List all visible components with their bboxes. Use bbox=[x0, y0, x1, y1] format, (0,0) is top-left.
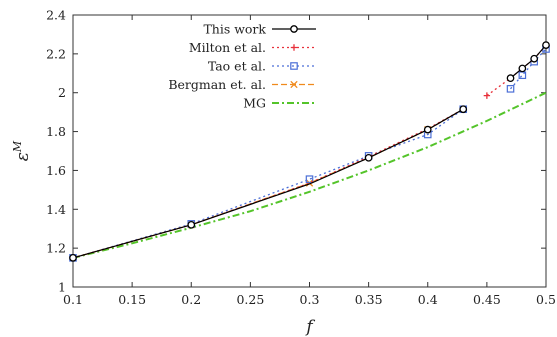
series-line bbox=[72, 108, 464, 259]
series-line bbox=[510, 44, 547, 79]
legend-entry-label: Tao et al. bbox=[208, 59, 266, 74]
x-tick-label: 0.2 bbox=[181, 292, 201, 307]
plot-border bbox=[72, 14, 547, 288]
y-tick-label: 1.4 bbox=[46, 202, 66, 217]
legend-entry-label: This work bbox=[203, 22, 266, 37]
x-tick-label: 0.1 bbox=[63, 292, 83, 307]
x-tick-label: 0.35 bbox=[355, 292, 383, 307]
y-tick-label: 2 bbox=[58, 85, 66, 100]
data-point bbox=[290, 44, 298, 51]
y-tick-label: 2.4 bbox=[46, 8, 66, 23]
data-point bbox=[459, 105, 468, 114]
data-point bbox=[364, 153, 373, 162]
series-line bbox=[72, 108, 464, 259]
y-tick-label: 1 bbox=[58, 280, 66, 295]
series-line bbox=[72, 91, 547, 259]
plot-frame bbox=[72, 14, 547, 288]
x-tick-label: 0.25 bbox=[236, 292, 264, 307]
data-point bbox=[518, 64, 527, 73]
legend-entry-label: Bergman et. al. bbox=[168, 77, 266, 92]
x-tick-label: 0.4 bbox=[418, 292, 438, 307]
y-tick-label: 1.8 bbox=[46, 124, 66, 139]
series-mg bbox=[72, 91, 547, 259]
series-line bbox=[510, 48, 547, 90]
x-tick-label: 0.5 bbox=[536, 292, 556, 307]
y-tick-label: 2.2 bbox=[46, 46, 66, 61]
series-bergman-et-al bbox=[69, 105, 467, 262]
series-line bbox=[486, 44, 547, 97]
data-point bbox=[423, 125, 432, 134]
x-tick-label: 0.45 bbox=[473, 292, 501, 307]
x-tick-label: 0.3 bbox=[300, 292, 320, 307]
y-tick-label: 1.6 bbox=[46, 163, 66, 178]
x-tick-label: 0.15 bbox=[118, 292, 146, 307]
series-line bbox=[72, 108, 464, 259]
legend-entry-label: MG bbox=[243, 96, 266, 111]
y-tick-label: 1.2 bbox=[46, 241, 66, 256]
legend: This work Milton et al. Tao et al. Bergman … bbox=[168, 22, 316, 111]
series-group bbox=[69, 41, 550, 262]
data-point bbox=[69, 254, 77, 262]
data-point bbox=[530, 54, 539, 63]
axis-ticks: 0.1 0.15 0.2 0.25 0.3 0.35 0.4 0.45 0.5 1 1.2 1.4 1.… bbox=[46, 8, 556, 308]
data-point bbox=[290, 25, 298, 33]
y-axis-label-superscript: M bbox=[11, 140, 24, 153]
data-point bbox=[483, 92, 491, 99]
legend-entry-label: Milton et al. bbox=[189, 40, 266, 55]
y-axis-label: εM bbox=[11, 140, 33, 161]
series-milton-et-al bbox=[72, 41, 550, 259]
series-line bbox=[72, 108, 464, 259]
data-point bbox=[542, 41, 550, 49]
series-this-work bbox=[69, 41, 550, 262]
y-axis-label-main: ε bbox=[13, 152, 33, 161]
series-tao-et-al bbox=[69, 45, 550, 262]
data-point bbox=[290, 62, 298, 70]
data-point bbox=[506, 74, 515, 82]
data-point bbox=[506, 85, 515, 93]
data-point bbox=[305, 175, 314, 183]
x-axis-label: f bbox=[304, 317, 315, 337]
data-point bbox=[290, 80, 298, 89]
data-point bbox=[187, 220, 196, 229]
